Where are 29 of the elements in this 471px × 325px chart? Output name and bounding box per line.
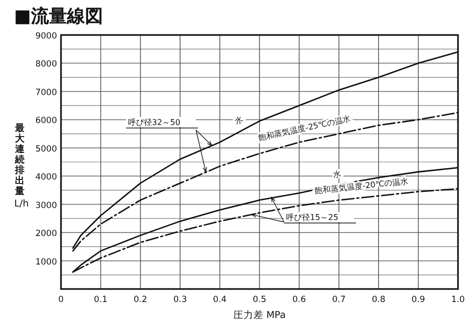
x-tick-label: 1.0 — [451, 295, 465, 305]
x-tick-label: 0 — [58, 295, 64, 305]
y-tick-label: 2000 — [35, 229, 57, 240]
annotation: 呼び径15～25 — [286, 213, 338, 222]
x-axis-title: 圧力差 MPa — [233, 309, 286, 321]
y-tick-label: 6000 — [35, 116, 57, 126]
y-tick-label: 4000 — [35, 172, 57, 183]
text: 水 — [233, 114, 244, 126]
x-tick-label: 0.1 — [94, 295, 108, 305]
x-tick-label: 0.4 — [213, 295, 227, 305]
x-tick-label: 0.9 — [412, 295, 426, 305]
annotation: 呼び径32～50 — [128, 118, 180, 127]
chart-title: ■流量線図 — [14, 6, 104, 27]
text: 水 — [332, 169, 342, 180]
y-tick-label: 8000 — [35, 60, 57, 70]
text: 飽和蒸気温度-20℃の温水 — [314, 176, 409, 196]
x-tick-label: 0.7 — [332, 295, 346, 305]
x-tick-label: 0.6 — [292, 295, 306, 305]
x-tick-label: 0.2 — [134, 295, 148, 305]
y-tick-label: 3000 — [35, 200, 57, 211]
y-tick-label: 7000 — [35, 88, 57, 98]
x-tick-label: 0.3 — [173, 295, 187, 305]
y-tick-label: 5000 — [35, 144, 57, 154]
x-tick-label: 0.8 — [372, 295, 386, 305]
y-tick-label: 9000 — [35, 32, 57, 42]
x-tick-label: 0.5 — [252, 295, 266, 305]
text: 飽和蒸気温度-25℃の温水 — [258, 114, 352, 143]
y-tick-label: 1000 — [35, 257, 57, 268]
y-axis-title: 最大連続排出量 L/h — [11, 122, 29, 210]
